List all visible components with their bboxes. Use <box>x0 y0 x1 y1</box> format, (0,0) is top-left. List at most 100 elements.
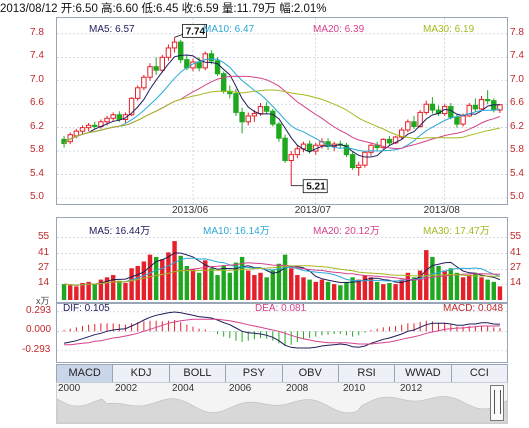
volume-bar-up <box>147 254 153 300</box>
timeline-scroll-handle[interactable] <box>490 385 504 421</box>
candle-down <box>386 138 393 144</box>
candle-up <box>135 87 141 99</box>
candle-down <box>282 137 288 161</box>
candle-down <box>214 60 221 75</box>
volume-bar-up <box>295 275 300 300</box>
macd-legend-dif: DIF: 0.105 <box>63 303 110 314</box>
candle-up <box>128 97 135 116</box>
price-axis-left-label: 6.2 <box>30 120 44 132</box>
vol-legend-ma30: MA30: 17.47万 <box>423 226 490 237</box>
candle-up <box>257 106 264 115</box>
candle-up <box>202 53 208 69</box>
macd-legend-dea: DEA: 0.081 <box>255 303 307 314</box>
volume-bar-up <box>203 260 208 300</box>
dea-line <box>64 318 500 346</box>
volume-bar-up <box>313 281 318 300</box>
volume-bar-down <box>338 285 343 300</box>
volume-bar-up <box>467 275 472 300</box>
price-panel[interactable]: 7.74 5.21 MA5: 6.57 MA10: 6.47 MA20: 6.39… <box>56 17 508 205</box>
volume-ma30-line <box>64 265 500 286</box>
date-axis-label: 2013/06 <box>171 205 209 216</box>
volume-bar-down <box>239 256 245 300</box>
volume-bar-down <box>411 277 417 300</box>
volume-bar-down <box>282 254 288 300</box>
volume-bar-up <box>417 270 423 300</box>
volume-axis-left-label: 55 <box>38 230 50 242</box>
macd-panel[interactable]: DIF: 0.105 DEA: 0.081 MACD: 0.048 <box>56 303 508 363</box>
price-axis-left-label: 6.6 <box>30 97 44 109</box>
price-ma30-line <box>63 89 501 144</box>
candle-up <box>147 66 153 78</box>
volume-bar-up <box>479 277 484 300</box>
volume-panel[interactable]: MA5: 16.44万 MA10: 16.14万 MA20: 20.12万 MA… <box>56 217 508 303</box>
price-axis-left-label: 7.8 <box>30 26 44 38</box>
volume-axis-right-label: 55 <box>510 230 522 242</box>
macd-chart[interactable] <box>57 304 507 362</box>
volume-bar-down <box>307 279 312 300</box>
price-axis-right-label: 5.0 <box>510 191 524 202</box>
volume-bar-down <box>473 272 478 300</box>
date-axis-label: 2013/07 <box>294 205 331 216</box>
candle-down <box>306 143 313 152</box>
candle-up <box>73 130 80 137</box>
volume-bar-up <box>166 252 171 300</box>
volume-bar-down <box>196 272 202 300</box>
info-volume: 量:11.79万 <box>221 3 277 15</box>
price-axis-right-label: 5.4 <box>510 167 524 179</box>
low-annotation: 5.21 <box>306 182 326 193</box>
tab-kdj[interactable]: KDJ <box>113 365 170 382</box>
candle-down <box>374 144 380 149</box>
volume-bar-up <box>460 277 466 300</box>
tab-obv[interactable]: OBV <box>283 365 339 382</box>
candle-down <box>220 73 227 92</box>
tab-rsi[interactable]: RSI <box>339 365 396 382</box>
macd-axis-label: -0.293 <box>22 343 51 355</box>
timeline-overview[interactable] <box>57 383 507 423</box>
tab-wwad[interactable]: WWAD <box>395 365 452 382</box>
volume-bar-down <box>270 270 276 300</box>
volume-bar-up <box>141 261 147 300</box>
volume-bar-down <box>430 256 435 300</box>
timeline-navigator[interactable] <box>56 382 508 424</box>
volume-bar-up <box>442 270 447 300</box>
volume-bar-down <box>61 284 67 300</box>
volume-bar-up <box>381 284 386 300</box>
tab-psy[interactable]: PSY <box>226 365 283 382</box>
candle-up <box>288 154 294 161</box>
volume-axis-left-label: 14 <box>38 277 50 289</box>
info-open: 开:6.50 <box>60 3 98 15</box>
tab-macd[interactable]: MACD <box>57 365 114 382</box>
high-annotation: 7.74 <box>186 26 206 37</box>
volume-bar-up <box>319 279 325 300</box>
volume-bar-up <box>135 266 140 300</box>
volume-bar-up <box>86 281 91 300</box>
tab-boll[interactable]: BOLL <box>170 365 227 382</box>
candle-down <box>153 66 159 71</box>
candle-up <box>460 115 466 125</box>
candle-down <box>484 99 491 102</box>
volume-bar-up <box>288 268 294 300</box>
candle-down <box>92 124 98 127</box>
price-axis-right-label: 6.6 <box>510 97 524 109</box>
tab-cci[interactable]: CCI <box>469 367 489 379</box>
candle-up <box>122 114 129 120</box>
volume-chart[interactable] <box>57 218 507 302</box>
volume-bar-down <box>227 272 233 300</box>
volume-bar-down <box>454 272 460 300</box>
timeline-year: 2012 <box>400 383 423 394</box>
price-axis-left-label: 7.0 <box>30 73 44 85</box>
price-ma5-line <box>63 54 500 158</box>
candle-up <box>171 41 178 49</box>
candle-up <box>104 117 110 123</box>
low-annotation-box <box>302 179 328 194</box>
price-ma10-line <box>63 58 500 152</box>
candle-down <box>472 104 479 110</box>
price-chart[interactable]: 7.74 5.21 <box>57 18 507 204</box>
info-close: 收:6.59 <box>181 3 219 15</box>
info-date: 2013/08/12 <box>0 3 58 15</box>
indicator-tabs: MACD KDJ BOLL PSY OBV RSI WWAD CCI <box>56 364 508 383</box>
volume-bar-up <box>67 285 73 300</box>
candle-down <box>349 154 356 169</box>
price-axis-right-label: 5.8 <box>510 144 524 156</box>
timeline-year: 2008 <box>286 383 309 394</box>
